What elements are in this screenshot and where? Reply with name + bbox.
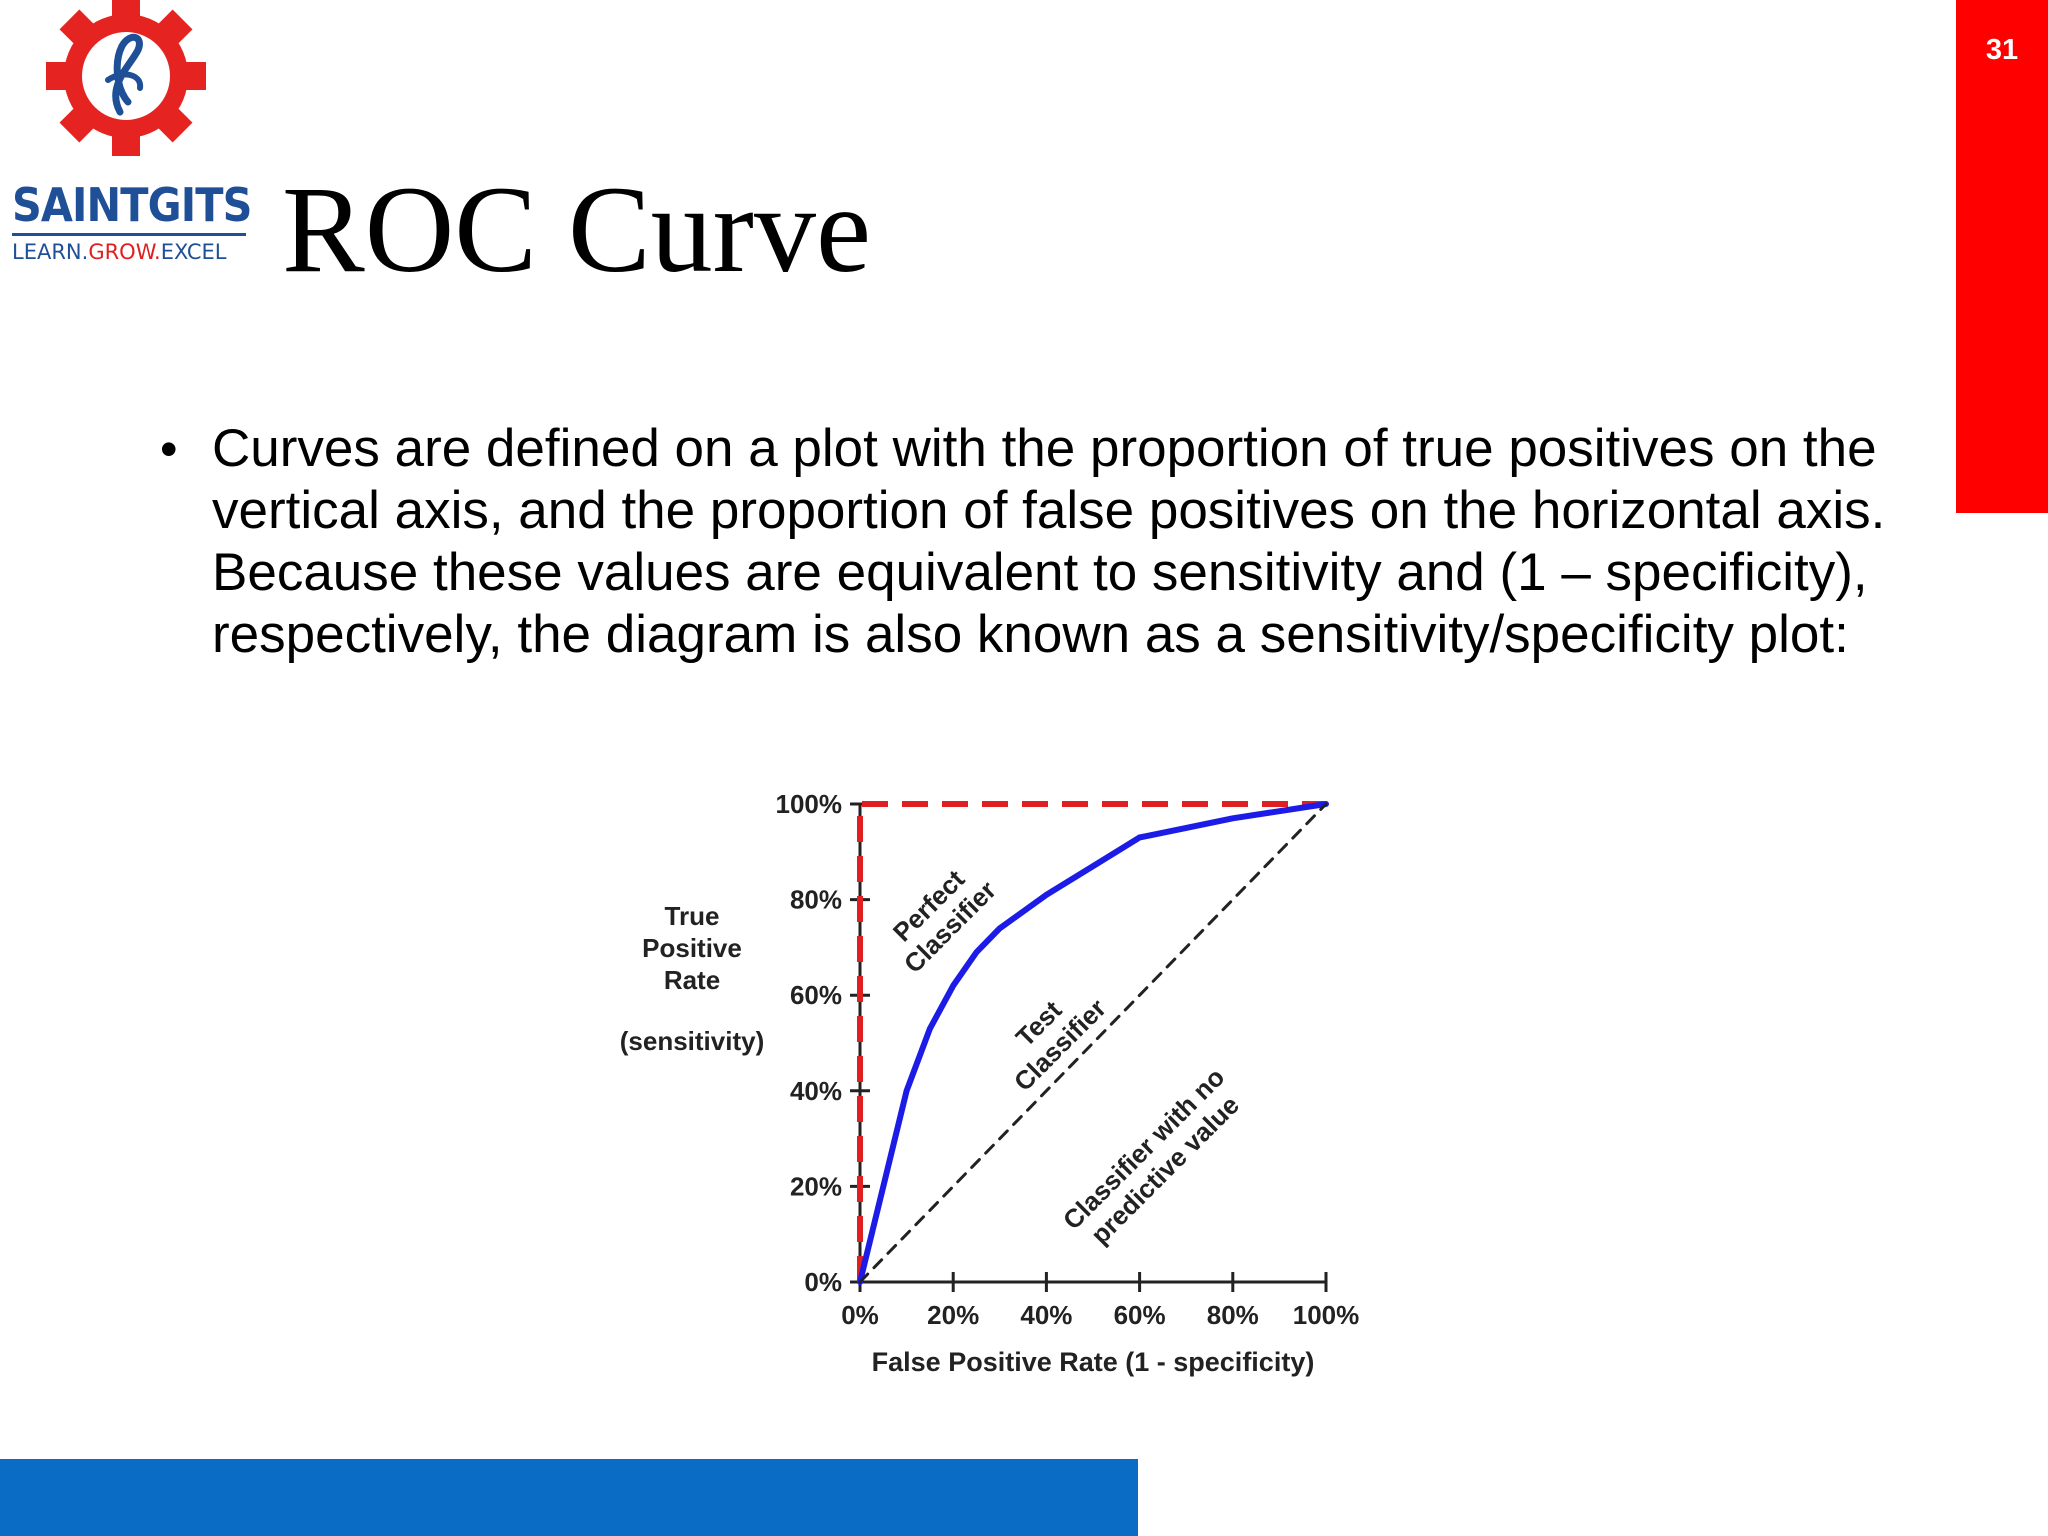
- x-tick-label: 80%: [1207, 1300, 1259, 1330]
- x-tick-label: 20%: [927, 1300, 979, 1330]
- gear-logo-icon: [46, 0, 206, 156]
- y-axis-label-line: True: [665, 901, 720, 931]
- series-line-test-classifier: [857, 801, 1329, 1285]
- x-tick-label: 100%: [1293, 1300, 1360, 1330]
- footer-bar-blue: [0, 1459, 1138, 1536]
- bullet-marker: •: [160, 421, 178, 477]
- y-tick-label: 100%: [776, 789, 843, 819]
- x-axis-label: False Positive Rate (1 - specificity): [872, 1347, 1315, 1377]
- y-tick-label: 40%: [790, 1076, 842, 1106]
- y-axis-label-line: Rate: [664, 965, 720, 995]
- y-axis-label-line: Positive: [642, 933, 742, 963]
- y-tick-label: 0%: [804, 1267, 842, 1297]
- x-tick-label: 60%: [1114, 1300, 1166, 1330]
- tagline-excel: EXCEL: [160, 240, 227, 264]
- x-tick-label: 0%: [841, 1300, 879, 1330]
- bullet-text: Curves are defined on a plot with the pr…: [212, 419, 1886, 664]
- x-tick-label: 40%: [1020, 1300, 1072, 1330]
- logo-tagline: LEARN.GROW.EXCEL: [12, 240, 272, 264]
- logo-underline: [12, 233, 246, 236]
- roc-chart: 0% 20% 40% 60% 80% 100% 0% 20% 40% 60% 80% 100% Perf…: [620, 789, 1360, 1377]
- y-tick-label: 20%: [790, 1171, 842, 1201]
- tagline-learn: LEARN.: [12, 240, 89, 264]
- slide-title: ROC Curve: [282, 161, 871, 298]
- logo-wordmark: SAINTGITS: [12, 178, 252, 232]
- y-axis-label-note: (sensitivity): [620, 1026, 765, 1056]
- y-tick-label: 80%: [790, 885, 842, 915]
- series-line-classifier-with-no-predictive-value: [858, 802, 1328, 1284]
- saintgits-logo: SAINTGITS LEARN.GROW.EXCEL: [4, 0, 254, 270]
- tagline-grow: GROW.: [88, 240, 161, 264]
- accent-bar-red: [1956, 0, 2048, 513]
- slide-number: 31: [1985, 34, 2019, 66]
- y-tick-label: 60%: [790, 980, 842, 1010]
